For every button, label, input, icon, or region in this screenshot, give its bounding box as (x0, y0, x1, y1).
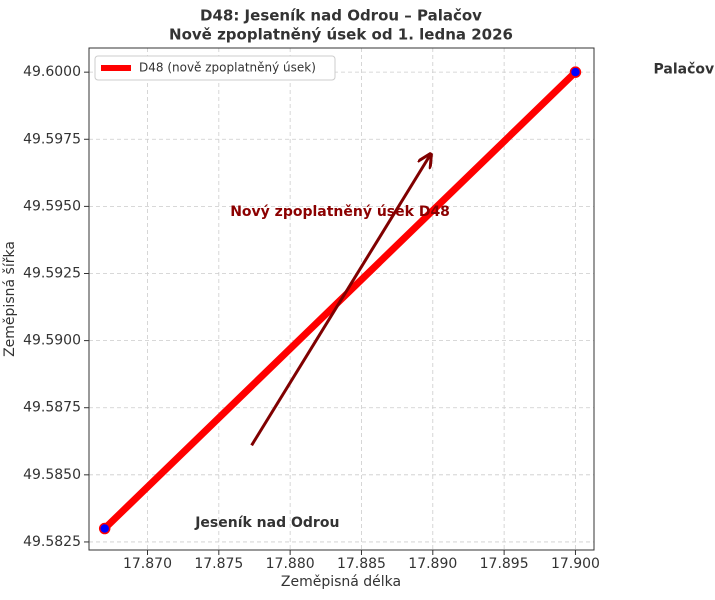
y-tick-label: 49.5925 (23, 265, 81, 281)
x-tick-label: 17.895 (480, 556, 529, 572)
y-tick-label: 49.5825 (23, 534, 81, 550)
chart-subtitle: Nově zpoplatněný úsek od 1. ledna 2026 (169, 26, 513, 44)
y-tick-label: 49.5875 (23, 400, 81, 416)
annotation: Nový zpoplatněný úsek D48 (230, 204, 450, 220)
x-tick-label: 17.880 (266, 556, 315, 572)
point-marker (569, 66, 582, 78)
annotation-arrow (250, 155, 430, 447)
legend-label: D48 (nově zpoplatněný úsek) (139, 61, 316, 75)
y-tick-label: 49.5850 (23, 467, 81, 483)
x-tick-label: 17.885 (337, 556, 386, 572)
annotation: Palačov (654, 61, 715, 77)
x-tick-label: 17.875 (194, 556, 243, 572)
y-tick-label: 49.5900 (23, 333, 81, 349)
x-tick-label: 17.870 (123, 556, 172, 572)
y-axis-label: Zeměpisná šířka (2, 241, 18, 357)
x-tick-label: 17.890 (408, 556, 457, 572)
chart-title: D48: Jeseník nad Odrou – Palačov (200, 7, 482, 25)
y-tick-label: 49.5975 (23, 131, 81, 147)
y-tick-label: 49.5950 (23, 198, 81, 214)
x-axis-label: Zeměpisná délka (281, 574, 401, 590)
x-tick-label: 17.900 (551, 556, 600, 572)
annotation: Jeseník nad Odrou (194, 515, 339, 531)
point-marker (98, 522, 111, 535)
y-tick-label: 49.6000 (23, 64, 81, 80)
legend-box (94, 55, 336, 81)
plot-frame (88, 47, 595, 551)
